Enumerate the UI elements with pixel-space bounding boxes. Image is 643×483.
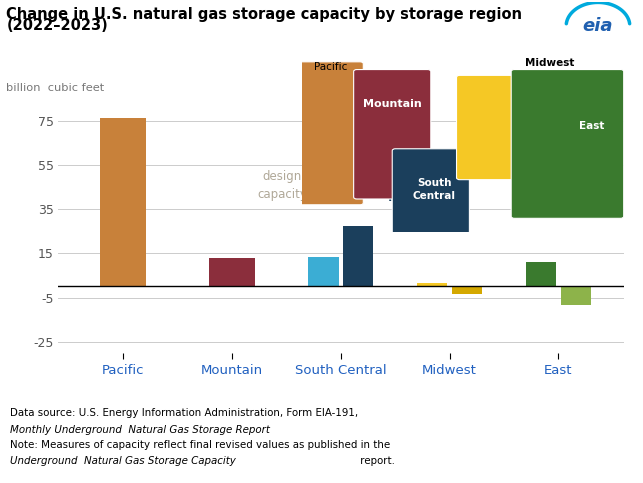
Text: demonstrated
peak capacity: demonstrated peak capacity bbox=[336, 170, 430, 200]
Bar bbox=[209, 258, 255, 286]
FancyBboxPatch shape bbox=[457, 75, 521, 180]
Text: Underground  Natural Gas Storage Capacity: Underground Natural Gas Storage Capacity bbox=[10, 456, 235, 467]
Bar bbox=[526, 262, 556, 286]
Text: eia: eia bbox=[583, 16, 613, 34]
Text: design
capacity: design capacity bbox=[257, 170, 307, 200]
Text: Mountain: Mountain bbox=[363, 99, 422, 109]
FancyBboxPatch shape bbox=[511, 70, 624, 218]
Text: South
Central: South Central bbox=[413, 178, 455, 200]
Text: Monthly Underground  Natural Gas Storage Report: Monthly Underground Natural Gas Storage … bbox=[10, 425, 269, 435]
Text: Midwest: Midwest bbox=[525, 58, 574, 68]
Text: (2022–2023): (2022–2023) bbox=[6, 18, 108, 33]
FancyBboxPatch shape bbox=[354, 70, 431, 199]
Bar bbox=[452, 286, 482, 294]
Bar bbox=[343, 226, 374, 286]
FancyBboxPatch shape bbox=[392, 149, 469, 234]
Bar bbox=[308, 257, 339, 286]
Text: Pacific: Pacific bbox=[314, 62, 348, 72]
Text: Change in U.S. natural gas storage capacity by storage region: Change in U.S. natural gas storage capac… bbox=[6, 7, 522, 22]
FancyBboxPatch shape bbox=[299, 62, 363, 205]
Text: report.: report. bbox=[357, 456, 395, 467]
Bar bbox=[100, 118, 146, 286]
Text: East: East bbox=[579, 121, 604, 130]
Text: billion  cubic feet: billion cubic feet bbox=[6, 83, 105, 93]
Bar bbox=[417, 283, 448, 286]
Bar bbox=[561, 286, 591, 305]
Text: Note: Measures of capacity reflect final revised values as published in the: Note: Measures of capacity reflect final… bbox=[10, 440, 393, 450]
Text: Data source: U.S. Energy Information Administration, Form EIA-191,: Data source: U.S. Energy Information Adm… bbox=[10, 408, 361, 418]
